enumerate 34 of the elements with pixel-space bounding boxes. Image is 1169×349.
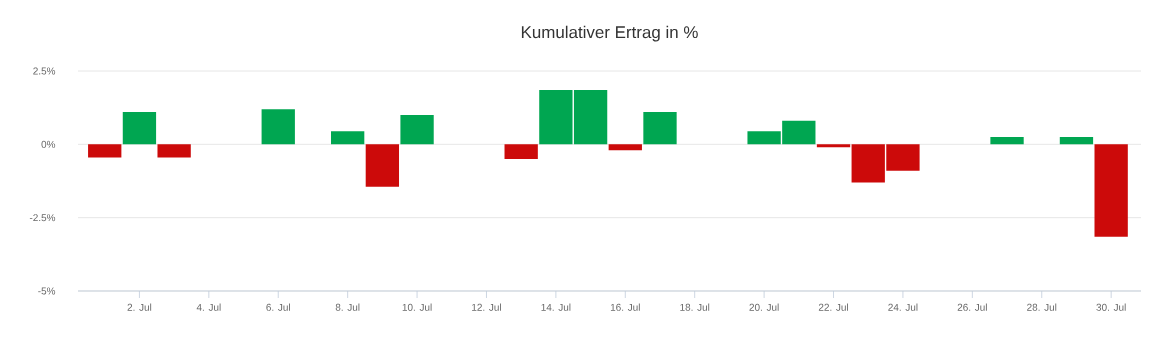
x-tick-label: 2. Jul [127, 303, 152, 311]
chart-title: Kumulativer Ertrag in % [521, 25, 698, 42]
x-tick-label: 12. Jul [472, 303, 501, 311]
bar [1059, 137, 1094, 145]
bar [157, 144, 191, 158]
y-tick-label: -2.5% [29, 214, 56, 222]
x-tick-label: 18. Jul [680, 303, 710, 311]
x-tick-label: 24. Jul [888, 303, 918, 311]
bar [608, 144, 642, 151]
bar [365, 144, 400, 187]
y-tick-label: 2.5% [33, 67, 56, 75]
x-tick-label: 26. Jul [957, 303, 987, 311]
x-tick-label: 10. Jul [402, 303, 432, 311]
bar [643, 112, 677, 145]
bar [1094, 144, 1128, 237]
x-tick-label: 14. Jul [541, 303, 571, 311]
x-tick-label: 20. Jul [749, 303, 779, 311]
x-tick-label: 22. Jul [818, 303, 848, 311]
bar [400, 115, 434, 145]
y-tick-label: -5% [38, 287, 56, 295]
y-tick-label: 0% [41, 140, 56, 148]
bar [261, 109, 295, 145]
x-tick-label: 4. Jul [196, 303, 221, 311]
bar [88, 144, 122, 158]
x-tick-label: 6. Jul [266, 303, 290, 311]
x-tick-label: 8. Jul [335, 303, 360, 311]
x-tick-label: 30. Jul [1096, 303, 1126, 311]
bar [816, 144, 851, 148]
x-tick-label: 28. Jul [1027, 303, 1057, 311]
bar [504, 144, 538, 159]
bar [990, 137, 1024, 145]
bar [331, 131, 365, 145]
bar [122, 112, 157, 145]
x-tick-label: 16. Jul [610, 303, 640, 311]
